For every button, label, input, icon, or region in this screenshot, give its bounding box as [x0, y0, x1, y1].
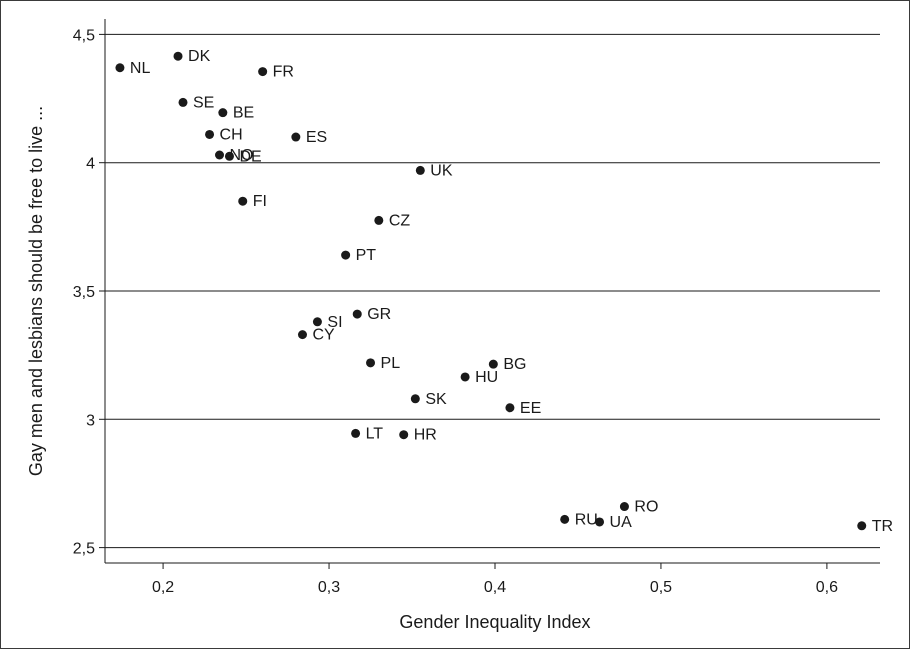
y-tick-label: 2,5 — [73, 541, 95, 558]
point-label-be: BE — [233, 105, 254, 122]
point-label-tr: TR — [872, 518, 893, 535]
point-lt — [351, 428, 361, 438]
point-se — [178, 97, 188, 107]
point-label-se: SE — [193, 94, 214, 111]
point-es — [291, 132, 301, 142]
y-ticks: 2,5 3 3,5 4 4,5 — [73, 27, 105, 558]
point-cy — [297, 330, 307, 340]
point-ro — [619, 502, 629, 512]
point-label-uk: UK — [430, 162, 453, 179]
point-label-ru: RU — [575, 511, 598, 528]
point-ee — [505, 403, 515, 413]
y-tick-label: 4 — [86, 156, 95, 173]
x-tick-label: 0,4 — [484, 579, 506, 596]
point-label-cz: CZ — [389, 212, 411, 229]
point-label-dk: DK — [188, 48, 211, 65]
point-label-pt: PT — [356, 247, 377, 264]
point-label-si: SI — [327, 314, 342, 331]
point-label-es: ES — [306, 129, 327, 146]
point-fi — [238, 196, 248, 206]
point-label-fr: FR — [273, 64, 294, 81]
point-tr — [857, 521, 867, 531]
point-label-fi: FI — [253, 193, 267, 210]
point-label-hu: HU — [475, 369, 498, 386]
point-ua — [595, 517, 605, 527]
point-label-de: DE — [239, 148, 261, 165]
x-tick-label: 0,3 — [318, 579, 340, 596]
point-pl — [366, 358, 376, 368]
y-tick-label: 4,5 — [73, 27, 95, 44]
point-be — [218, 108, 228, 118]
point-hu — [460, 372, 470, 382]
point-label-hr: HR — [414, 427, 437, 444]
y-tick-label: 3 — [86, 412, 95, 429]
gridlines — [105, 33, 880, 549]
point-label-lt: LT — [366, 425, 384, 442]
point-pt — [341, 250, 351, 260]
point-sk — [410, 394, 420, 404]
point-fr — [258, 67, 268, 77]
point-label-ch: CH — [220, 126, 243, 143]
point-label-bg: BG — [503, 356, 526, 373]
point-ch — [205, 129, 215, 139]
point-bg — [488, 359, 498, 369]
point-no — [215, 150, 225, 160]
point-nl — [115, 63, 125, 73]
x-tick-label: 0,6 — [816, 579, 838, 596]
point-label-no: NO — [230, 147, 254, 164]
point-label-ee: EE — [520, 400, 541, 417]
y-axis-title: Gay men and lesbians should be free to l… — [26, 106, 46, 476]
x-ticks: 0,2 0,3 0,4 0,5 0,6 — [152, 563, 838, 596]
point-label-cy: CY — [312, 327, 335, 344]
point-label-gr: GR — [367, 306, 391, 323]
point-hr — [399, 430, 409, 440]
x-tick-label: 0,5 — [650, 579, 672, 596]
point-dk — [173, 51, 183, 61]
x-tick-label: 0,2 — [152, 579, 174, 596]
point-label-nl: NL — [130, 60, 151, 77]
x-axis-title: Gender Inequality Index — [399, 612, 590, 632]
y-tick-label: 3,5 — [73, 284, 95, 301]
point-label-ua: UA — [610, 514, 633, 531]
point-label-sk: SK — [425, 391, 447, 408]
point-si — [312, 317, 322, 327]
point-uk — [415, 165, 425, 175]
point-label-ro: RO — [634, 499, 658, 516]
point-label-pl: PL — [381, 355, 401, 372]
point-ru — [560, 514, 570, 524]
point-gr — [352, 309, 362, 319]
point-cz — [374, 215, 384, 225]
point-de — [224, 151, 234, 161]
